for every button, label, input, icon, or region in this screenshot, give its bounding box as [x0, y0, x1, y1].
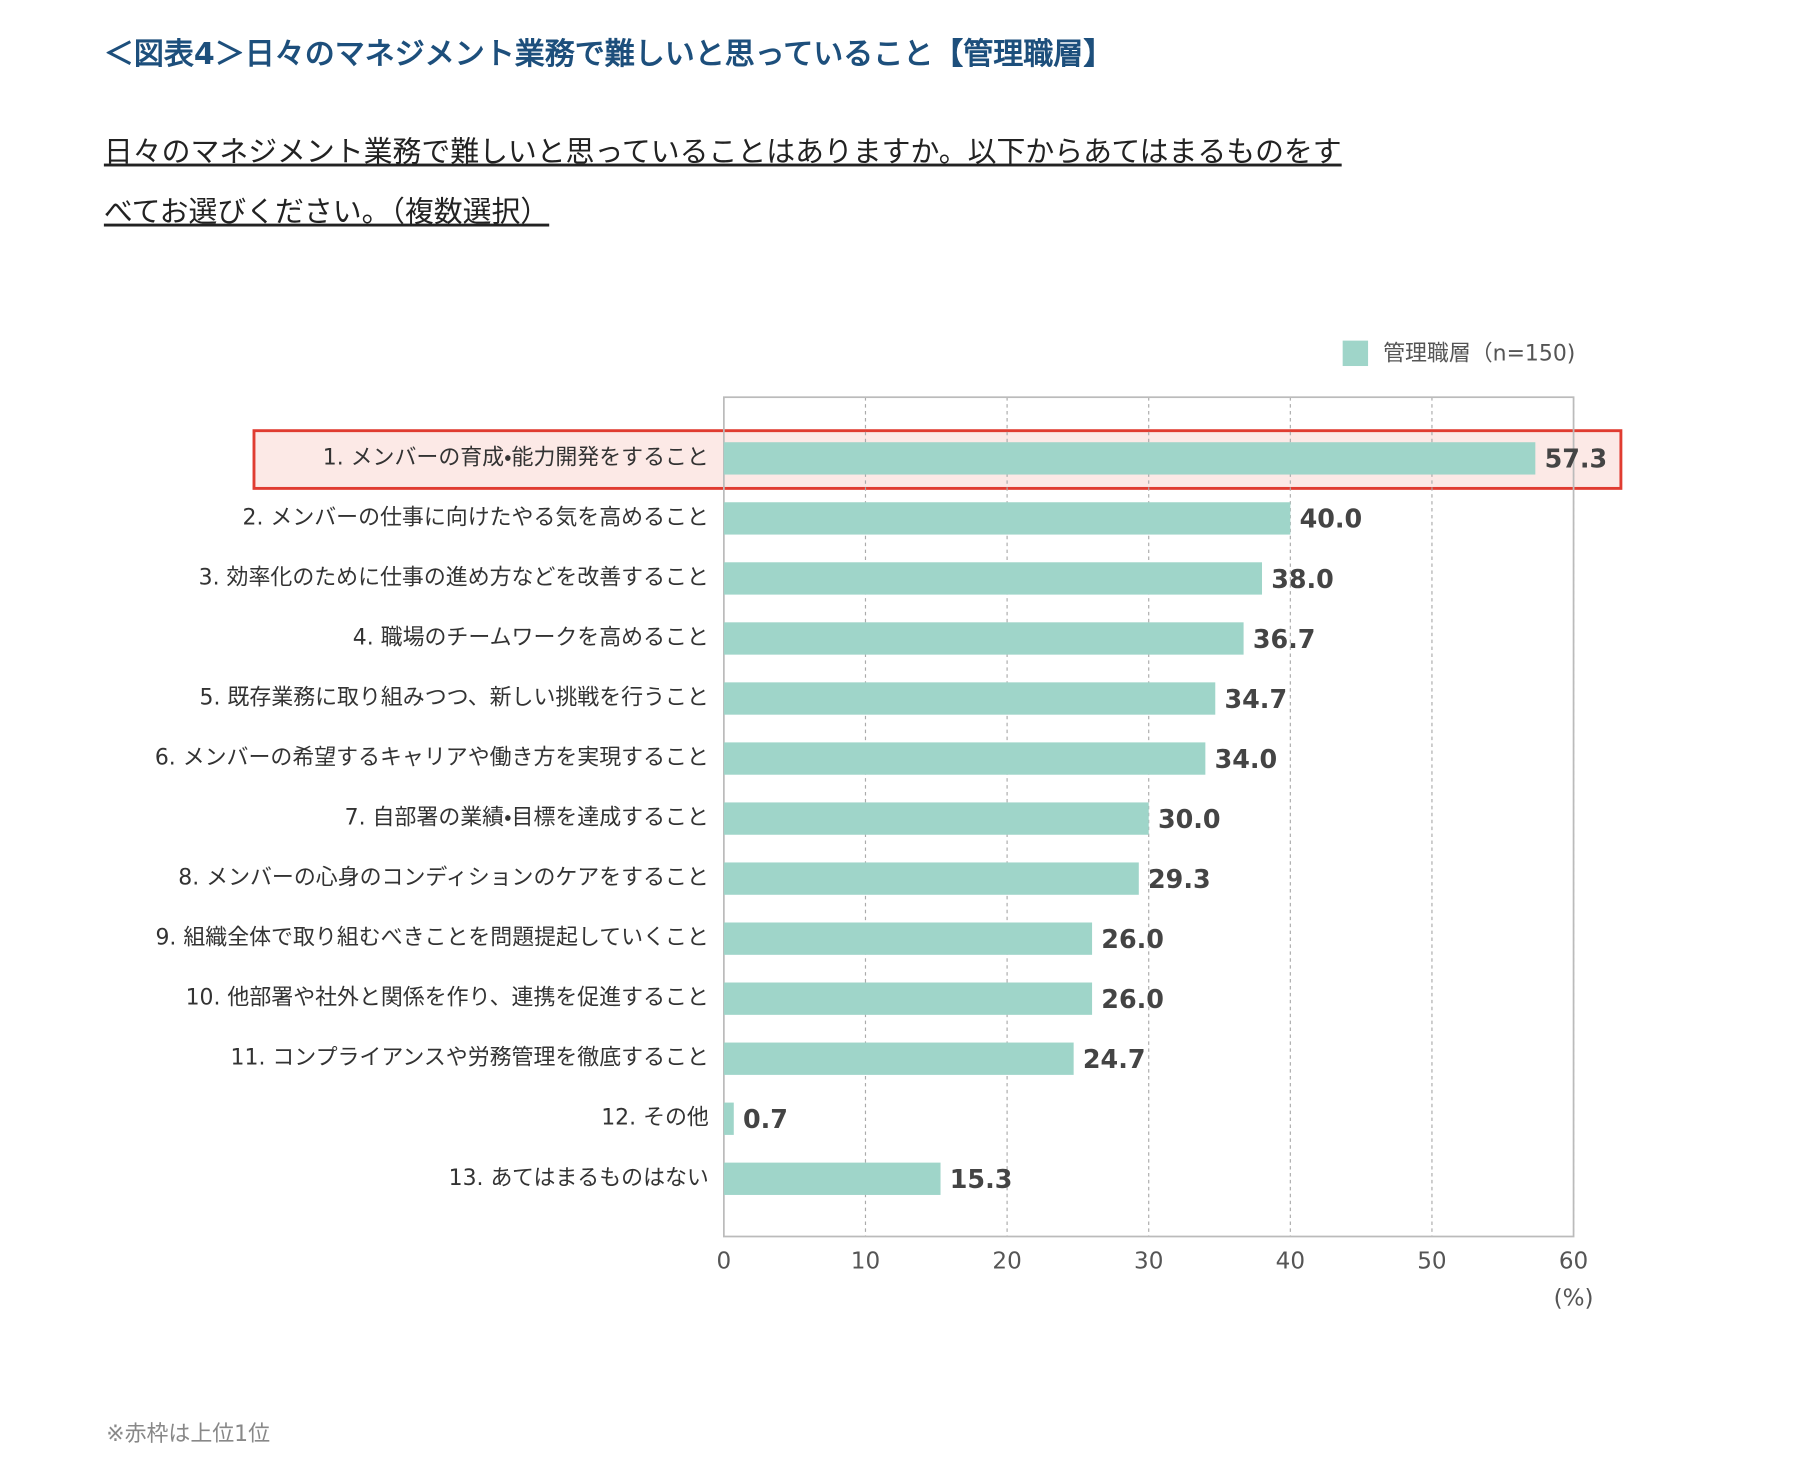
y-tick-label: 13. あてはまるものはない — [449, 1166, 709, 1191]
value-label: 26.0 — [1101, 984, 1164, 1014]
x-tick-label: 0 — [717, 1248, 732, 1274]
value-label: 26.0 — [1101, 924, 1164, 954]
bar — [723, 802, 1149, 835]
value-label: 0.7 — [743, 1104, 788, 1134]
value-label: 34.0 — [1215, 744, 1278, 774]
value-label: 38.0 — [1271, 564, 1334, 594]
question: 日々のマネジメント業務で難しいと思っていることはありますか。以下からあてはまるも… — [104, 135, 1342, 169]
value-label: 34.7 — [1225, 684, 1288, 714]
y-tick-label: 6. メンバーの希望するキャリアや働き方を実現すること — [155, 746, 709, 771]
bar — [723, 1102, 734, 1135]
value-label: 24.7 — [1083, 1044, 1146, 1074]
y-tick-label: 10. 他部署や社外と関係を作り、連携を促進すること — [186, 986, 709, 1011]
y-tick-label: 12. その他 — [601, 1106, 709, 1131]
bar — [723, 442, 1536, 475]
bar — [723, 1042, 1074, 1075]
x-tick-label: 30 — [1134, 1248, 1163, 1274]
y-tick-label: 5. 既存業務に取り組みつつ、新しい挑戦を行うこと — [200, 686, 709, 711]
footnote: ※赤枠は上位1位 — [106, 1422, 270, 1447]
y-tick-label: 4. 職場のチームワークを高めること — [353, 625, 709, 650]
title: ＜図表4＞日々のマネジメント業務で難しいと思っていること【管理職層】 — [104, 37, 1113, 72]
value-label: 15.3 — [950, 1164, 1013, 1194]
y-tick-label: 8. メンバーの心身のコンディションのケアをすること — [178, 866, 709, 891]
y-tick-label: 1. メンバーの育成・能力開発をすること — [323, 445, 709, 470]
x-tick-label: 20 — [992, 1248, 1021, 1274]
y-tick-label: 7. 自部署の業績・目標を達成すること — [345, 806, 709, 831]
bar — [723, 622, 1244, 655]
bar — [723, 742, 1206, 775]
x-tick-label: 40 — [1276, 1248, 1305, 1274]
x-tick-label: 50 — [1417, 1248, 1446, 1274]
y-tick-label: 9. 組織全体で取り組むべきことを問題提起していくこと — [155, 926, 708, 951]
value-label: 30.0 — [1158, 804, 1221, 834]
bar — [723, 562, 1263, 595]
bar — [723, 862, 1139, 895]
y-tick-label: 3. 効率化のために仕事の進め方などを改善すること — [199, 565, 709, 590]
legend-label: 管理職層（n=150) — [1383, 341, 1575, 366]
bar — [723, 682, 1216, 715]
bar — [723, 922, 1093, 955]
bar — [723, 982, 1093, 1015]
legend-swatch — [1342, 340, 1369, 367]
y-tick-label: 11. コンプライアンスや労務管理を徹底すること — [231, 1046, 709, 1071]
x-axis-unit: (%) — [1554, 1285, 1594, 1311]
question: べてお選びください。（複数選択） — [104, 195, 549, 229]
bar — [723, 1162, 941, 1195]
bar — [723, 502, 1291, 535]
x-tick-label: 60 — [1559, 1248, 1588, 1274]
x-tick-label: 10 — [851, 1248, 880, 1274]
y-tick-label: 2. メンバーの仕事に向けたやる気を高めること — [243, 505, 709, 530]
value-label: 57.3 — [1545, 444, 1608, 474]
value-label: 40.0 — [1300, 504, 1363, 534]
value-label: 29.3 — [1148, 864, 1211, 894]
value-label: 36.7 — [1253, 624, 1316, 654]
